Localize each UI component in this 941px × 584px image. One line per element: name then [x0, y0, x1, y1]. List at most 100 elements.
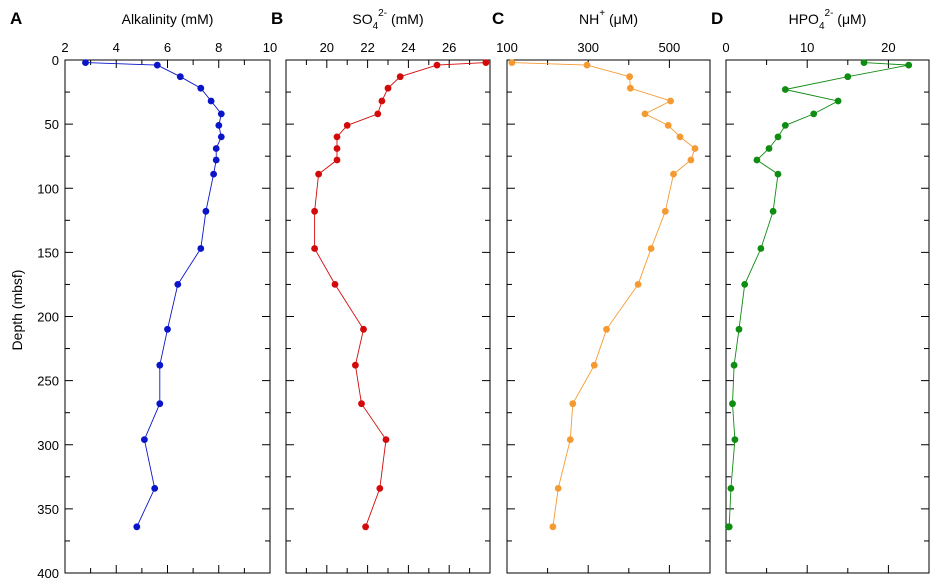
data-point [757, 245, 765, 252]
data-point [781, 86, 789, 93]
panel-letter: C [492, 9, 504, 28]
x-axis-label: SO4 2- (mM) [352, 8, 423, 32]
x-tick-label: 8 [215, 40, 222, 55]
y-tick-label: 300 [37, 438, 59, 453]
data-point [331, 281, 339, 288]
x-tick-label: 300 [577, 40, 599, 55]
panel-b: 20 22 24 26 B SO4 2- (mM) [271, 8, 491, 574]
data-point [769, 207, 777, 215]
data-point [661, 207, 669, 215]
data-point [151, 485, 159, 492]
x-axis-label-unit: (μM) [605, 11, 638, 27]
data-point [376, 485, 384, 492]
data-point [905, 61, 913, 69]
x-tick-label: 10 [263, 40, 277, 55]
data-point [765, 145, 773, 152]
panel-d: 0 10 20 D HPO42- (μM) [711, 8, 930, 574]
data-point [210, 170, 218, 178]
panel-letter: B [271, 9, 283, 28]
data-point [333, 145, 341, 152]
series-line [511, 62, 696, 527]
panel-letter: D [711, 9, 723, 28]
x-axis-label-superscript: 2- [825, 8, 834, 19]
data-point [197, 245, 205, 252]
data-point [360, 325, 367, 333]
data-point [133, 523, 141, 531]
x-axis-label-superscript: 2- [378, 8, 387, 19]
data-point [603, 325, 610, 333]
data-point [566, 436, 574, 443]
data-point [156, 361, 164, 369]
data-point [554, 485, 562, 492]
data-point [333, 156, 341, 164]
data-point [774, 133, 782, 141]
data-point [735, 325, 743, 333]
data-point [583, 61, 591, 69]
data-point [343, 122, 351, 129]
panel-c: 100 300 500 C NH+ (μM) [492, 8, 711, 574]
data-point [729, 400, 736, 408]
data-point [215, 122, 223, 129]
data-point [508, 59, 516, 66]
x-tick-label: 2 [61, 40, 68, 55]
data-point [153, 61, 161, 69]
data-point [691, 145, 699, 152]
data-point [569, 400, 577, 408]
data-point [141, 436, 148, 443]
data-point [725, 523, 732, 531]
x-axis-label-unit: (mM) [387, 11, 424, 27]
data-point [197, 84, 205, 92]
data-point [358, 400, 365, 408]
y-tick-label: 250 [37, 374, 59, 389]
data-point [174, 281, 182, 288]
data-point [676, 133, 684, 141]
data-point [311, 245, 318, 252]
data-point [333, 133, 341, 141]
data-point [217, 133, 225, 141]
plot-frame [285, 59, 491, 574]
x-tick-label: 500 [659, 40, 681, 55]
x-tick-label: 22 [360, 40, 374, 55]
data-point [82, 59, 89, 66]
x-tick-label: 26 [442, 40, 456, 55]
data-point [860, 59, 868, 66]
x-tick-label: 20 [320, 40, 334, 55]
plot-frame [725, 59, 930, 574]
data-point [482, 59, 490, 66]
y-tick-label: 200 [37, 310, 59, 325]
x-axis-label-subscript: 4 [819, 21, 825, 32]
panel-a: 0 50 100 150 200 250 300 350 400 2 4 6 8 10 A Alkalinit… [10, 9, 277, 581]
data-point [202, 207, 210, 215]
x-tick-label: 6 [164, 40, 171, 55]
data-point [212, 145, 220, 152]
data-point [207, 97, 215, 105]
x-axis-label: HPO42- (μM) [789, 8, 867, 32]
y-tick-label: 0 [52, 53, 59, 68]
data-point [664, 122, 672, 129]
x-tick-label: 0 [722, 40, 729, 55]
x-tick-label: 4 [113, 40, 120, 55]
y-axis-label: Depth (mbsf) [9, 270, 25, 351]
x-tick-label: 100 [496, 40, 518, 55]
x-tick-label: 24 [401, 40, 415, 55]
panel-letter: A [10, 9, 22, 28]
x-axis-label-main: NH [579, 11, 599, 27]
data-point [362, 523, 369, 531]
data-point [741, 281, 749, 288]
data-point [212, 156, 220, 164]
x-axis-label-main: Alkalinity (mM) [122, 11, 214, 27]
data-point [590, 361, 598, 369]
series-line [728, 62, 909, 528]
data-point [641, 110, 649, 118]
data-point [687, 156, 695, 164]
x-axis-label: NH+ (μM) [579, 8, 638, 27]
data-point [382, 436, 390, 443]
data-point [730, 361, 738, 369]
data-point [627, 84, 634, 92]
data-point [774, 170, 782, 178]
y-tick-label: 350 [37, 502, 59, 517]
data-point [834, 97, 842, 105]
data-point [781, 122, 789, 129]
series-line [314, 62, 486, 527]
